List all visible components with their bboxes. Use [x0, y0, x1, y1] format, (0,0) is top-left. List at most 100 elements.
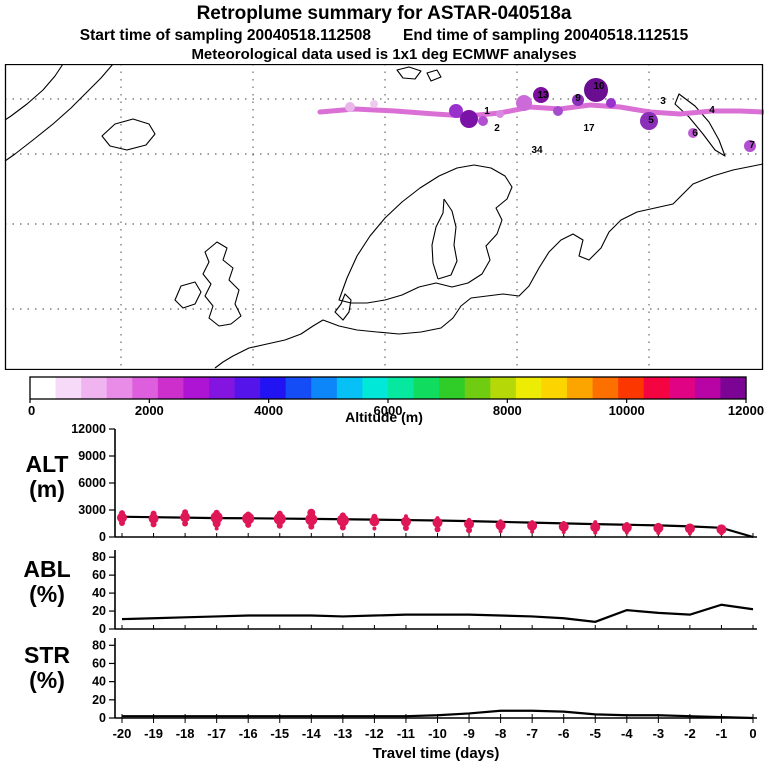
- alt-unit-text: (m): [29, 476, 65, 502]
- colorbar-cell: [669, 377, 696, 399]
- y-tick-label: 3000: [78, 503, 106, 517]
- coastline-novaya-zemlya: [674, 93, 726, 157]
- colorbar-cell: [81, 377, 108, 399]
- colorbar-tick-label: 10000: [609, 403, 645, 418]
- retroplume-cluster: [449, 104, 463, 118]
- cluster-number: 9: [575, 93, 581, 104]
- retroplume-cluster: [345, 102, 355, 112]
- y-tick-label: 0: [99, 530, 106, 544]
- altitude-dot: [214, 526, 219, 531]
- cluster-number: 2: [494, 123, 500, 134]
- abl-axis-label: ABL (%): [6, 557, 88, 607]
- altitude-dot: [656, 530, 661, 535]
- str-axis-label: STR (%): [6, 643, 88, 693]
- timeseries-charts: 030006000900012000020406080020406080-20-…: [71, 424, 757, 762]
- x-tick-label: -14: [302, 726, 322, 741]
- altitude-dot: [527, 520, 538, 531]
- retroplume-cluster: [370, 100, 378, 108]
- altitude-dot: [498, 529, 503, 534]
- coastline-denmark: [334, 293, 352, 321]
- colorbar-cell: [209, 377, 236, 399]
- altitude-dot: [719, 531, 724, 536]
- altitude-dot: [180, 512, 191, 523]
- y-tick-label: 40: [92, 586, 106, 600]
- altitude-dot: [561, 530, 566, 535]
- colorbar-cell: [183, 377, 210, 399]
- colorbar-title: Altitude (m): [345, 409, 423, 425]
- coastline-scandinavia: [338, 164, 513, 304]
- met-data-text: Meteorological data used is 1x1 deg ECMW…: [191, 46, 577, 63]
- map-frame: [4, 64, 764, 370]
- altitude-dot: [150, 521, 157, 528]
- altitude-dot: [464, 518, 475, 529]
- coastline-greenland: [4, 64, 114, 162]
- altitude-dot: [210, 511, 223, 524]
- y-tick-label: 6000: [78, 476, 106, 490]
- colorbar-tick-label: 12000: [728, 403, 764, 418]
- cluster-number: 1: [484, 106, 490, 117]
- cluster-number: 3: [660, 96, 666, 107]
- x-tick-label: -17: [207, 726, 226, 741]
- y-tick-label: 9000: [78, 449, 106, 463]
- end-time-text: End time of sampling 20040518.112515: [403, 27, 689, 44]
- abl-line: [121, 603, 754, 623]
- retroplume-cluster: [516, 95, 532, 111]
- retroplume-cluster: [553, 106, 563, 116]
- altitude-dot: [466, 527, 473, 534]
- coastline-svalbard: [396, 66, 422, 80]
- retroplume-cluster: [496, 110, 504, 118]
- y-tick-label: 0: [99, 711, 106, 725]
- colorbar-tick-label: 2000: [135, 403, 164, 418]
- start-time-text: Start time of sampling 20040518.112508: [79, 27, 372, 44]
- x-tick-label: -1: [716, 726, 728, 741]
- y-tick-label: 80: [92, 550, 106, 564]
- y-tick-label: 40: [92, 675, 106, 689]
- altitude-dot: [400, 516, 411, 527]
- altitude-dot: [624, 530, 629, 535]
- retroplume-cluster: [478, 116, 488, 126]
- retroplume-cluster: [460, 110, 478, 128]
- x-tick-label: -9: [463, 726, 475, 741]
- coastline-svalbard-east: [426, 69, 442, 82]
- altitude-dot: [530, 529, 535, 534]
- str-unit-text: (%): [29, 667, 65, 693]
- cluster-number: 5: [648, 115, 654, 126]
- colorbar-tick-label: 6000: [374, 403, 403, 418]
- altitude-dot: [308, 523, 315, 530]
- coastline-greenland-inner: [4, 64, 64, 121]
- colorbar-cell: [618, 377, 645, 399]
- x-tick-label: 0: [749, 726, 756, 741]
- altitude-dot: [716, 524, 727, 535]
- x-tick-label: -10: [428, 726, 447, 741]
- altitude-dot: [245, 521, 252, 528]
- coastline-bothnia-west: [431, 198, 445, 280]
- colorbar-cell: [439, 377, 466, 399]
- altitude-dot: [369, 516, 380, 527]
- colorbar-cell: [234, 377, 261, 399]
- altitude-dot: [372, 526, 377, 531]
- str-label-text: STR: [24, 642, 70, 668]
- retroplume-cluster: [744, 140, 756, 152]
- colorbar-tick-label: 8000: [493, 403, 522, 418]
- altitude-dot: [434, 526, 441, 533]
- retroplume-cluster: [572, 94, 584, 106]
- x-tick-label: -15: [270, 726, 289, 741]
- cluster-number: 34: [531, 145, 543, 156]
- retroplume-cluster: [640, 112, 658, 130]
- coastline-bothnia-east: [437, 198, 458, 280]
- x-tick-label: -20: [113, 726, 132, 741]
- altitude-dot: [148, 513, 159, 524]
- abl-unit-text: (%): [29, 581, 65, 607]
- colorbar-cell: [694, 377, 722, 399]
- y-tick-label: 80: [92, 638, 106, 652]
- colorbar-cell: [362, 377, 389, 399]
- x-tick-label: -12: [365, 726, 384, 741]
- altitude-dot: [432, 517, 443, 528]
- colorbar-cell: [567, 377, 594, 399]
- x-tick-label: -6: [558, 726, 570, 741]
- colorbar-cell: [55, 377, 82, 399]
- coastline-continental-europe: [214, 163, 764, 369]
- altitude-dot: [212, 519, 221, 528]
